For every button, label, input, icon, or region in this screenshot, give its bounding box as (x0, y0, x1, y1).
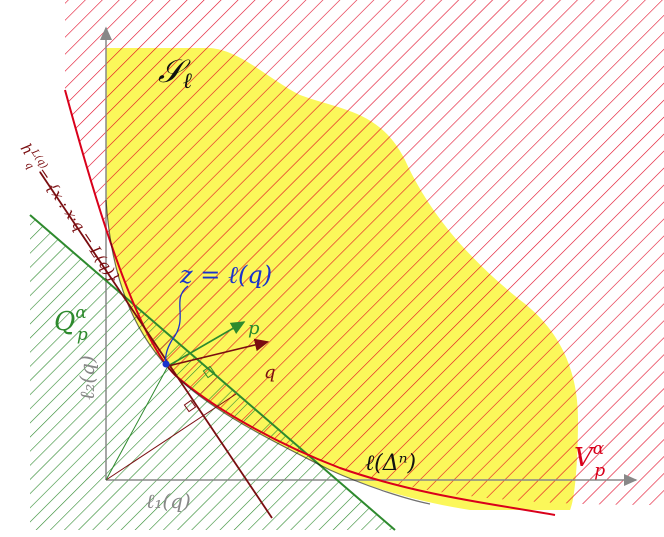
vector-q-label: q (264, 362, 276, 383)
vector-q-arrow (167, 338, 270, 367)
simplex-image-curve (64, 89, 556, 516)
right-angle-mark-2 (202, 365, 216, 379)
point-z-label: z = ℓ(q) (179, 261, 272, 289)
q-boundary-line (29, 214, 396, 531)
simplex-image-label: ℓ(Δⁿ) (365, 451, 416, 476)
q-set-label: Qα p (54, 303, 88, 345)
point-z (162, 360, 170, 368)
axis-x-label: ℓ₁(q) (146, 489, 191, 513)
v-set-label: Vα p (574, 439, 605, 481)
hyperplane-line (39, 171, 273, 519)
axis-y-label: ℓ₂(q) (75, 355, 99, 400)
right-angle-mark-1 (183, 399, 197, 413)
projection-line-2 (105, 365, 169, 481)
projection-line-1 (105, 393, 237, 481)
vector-p-arrow (167, 321, 246, 367)
vector-p-label: p (248, 318, 260, 339)
z-pointer-curve (165, 285, 189, 363)
